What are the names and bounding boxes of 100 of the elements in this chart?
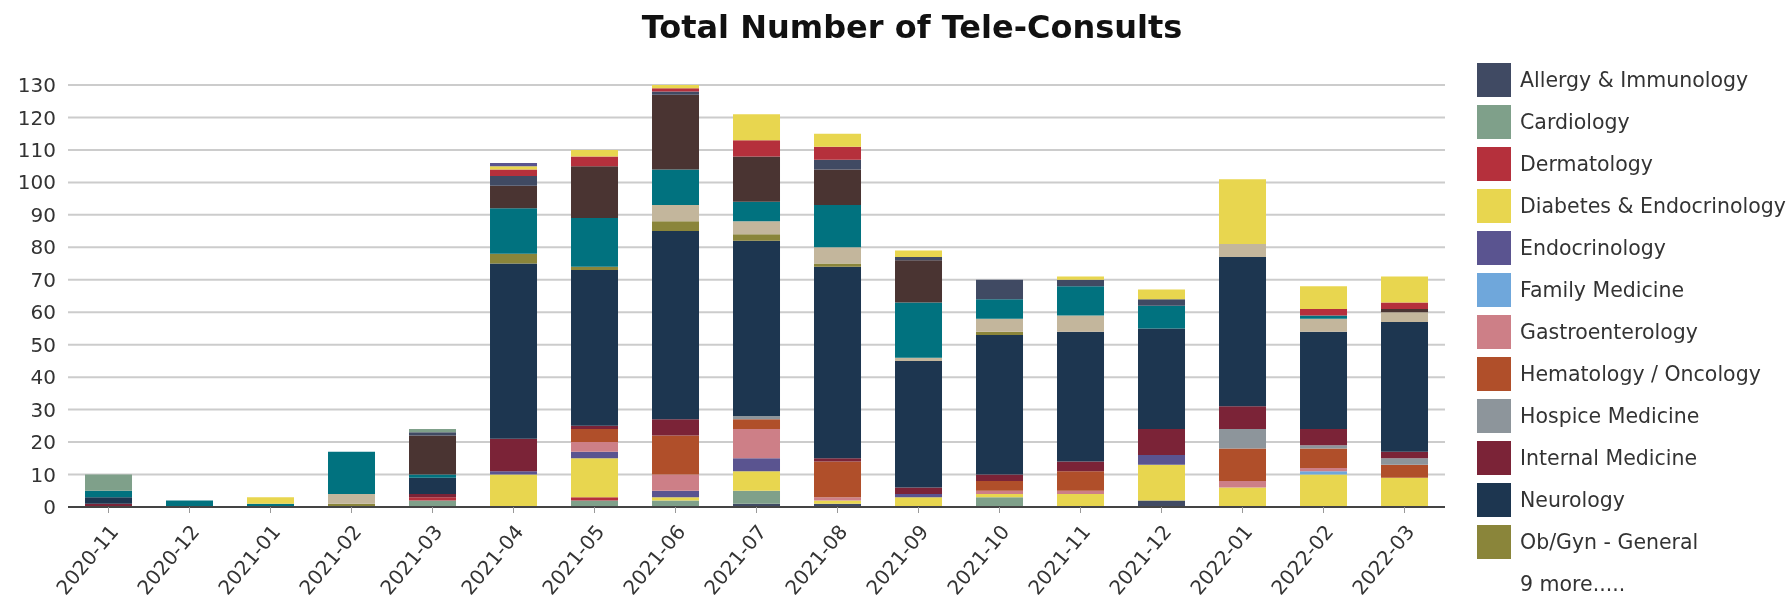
bar bbox=[1138, 455, 1186, 465]
bar bbox=[1300, 315, 1348, 319]
bar bbox=[814, 263, 862, 267]
y-tick-label: 90 bbox=[30, 202, 56, 227]
bar bbox=[1138, 299, 1186, 306]
bar bbox=[409, 477, 457, 495]
bar bbox=[814, 266, 862, 459]
bar bbox=[1057, 494, 1105, 507]
bar bbox=[490, 253, 538, 264]
y-tick-label: 20 bbox=[30, 430, 56, 455]
bar bbox=[895, 302, 943, 358]
bar bbox=[85, 490, 133, 498]
bar bbox=[1300, 318, 1348, 332]
bar bbox=[571, 425, 619, 430]
bar bbox=[814, 159, 862, 170]
bar bbox=[1219, 244, 1267, 258]
legend-label: Gastroenterology bbox=[1520, 320, 1698, 344]
bar bbox=[1300, 448, 1348, 469]
bar bbox=[1300, 331, 1348, 430]
bar bbox=[571, 156, 619, 167]
bar bbox=[1057, 331, 1105, 462]
y-tick-label: 30 bbox=[30, 397, 56, 422]
y-tick-label: 60 bbox=[30, 300, 56, 325]
bar bbox=[733, 429, 781, 459]
bar bbox=[1381, 477, 1429, 507]
bar bbox=[1219, 406, 1267, 430]
legend-label: Allergy & Immunology bbox=[1520, 68, 1749, 92]
bar bbox=[976, 334, 1024, 475]
bar bbox=[1219, 487, 1267, 507]
bar bbox=[490, 166, 538, 170]
bar bbox=[895, 487, 943, 495]
bar bbox=[733, 419, 781, 430]
legend-label: Hematology / Oncology bbox=[1520, 362, 1761, 386]
bar bbox=[1219, 448, 1267, 482]
y-tick-label: 110 bbox=[17, 138, 56, 163]
bar bbox=[1381, 464, 1429, 478]
bar bbox=[571, 166, 619, 219]
bar bbox=[1300, 474, 1348, 507]
bar bbox=[733, 416, 781, 420]
bar bbox=[976, 474, 1024, 482]
bar bbox=[1057, 276, 1105, 280]
bar bbox=[409, 435, 457, 475]
bar bbox=[490, 471, 538, 475]
bar bbox=[1381, 458, 1429, 465]
bar bbox=[1057, 471, 1105, 491]
bar bbox=[571, 149, 619, 157]
bar bbox=[571, 497, 619, 501]
bar bbox=[1138, 305, 1186, 329]
bar bbox=[976, 494, 1024, 498]
bar bbox=[1057, 315, 1105, 332]
bar bbox=[895, 494, 943, 498]
bar bbox=[652, 231, 700, 420]
bar bbox=[1057, 490, 1105, 495]
text: 9 more..... bbox=[1520, 572, 1626, 596]
bar bbox=[814, 461, 862, 498]
bar bbox=[571, 266, 619, 271]
bar bbox=[733, 114, 781, 141]
bar bbox=[976, 331, 1024, 335]
bar bbox=[976, 299, 1024, 319]
bar bbox=[652, 474, 700, 491]
bar bbox=[733, 140, 781, 157]
bar bbox=[652, 205, 700, 222]
bar bbox=[1219, 257, 1267, 407]
bar bbox=[1219, 179, 1267, 245]
bar bbox=[571, 442, 619, 452]
bar bbox=[976, 279, 1024, 300]
bar bbox=[733, 221, 781, 235]
bar bbox=[652, 169, 700, 206]
y-tick-label: 120 bbox=[17, 105, 56, 130]
bar bbox=[814, 205, 862, 248]
bar bbox=[1381, 451, 1429, 459]
bar bbox=[85, 497, 133, 504]
bar bbox=[1138, 328, 1186, 430]
bar bbox=[1057, 461, 1105, 472]
bar bbox=[1057, 286, 1105, 316]
bar bbox=[652, 419, 700, 436]
bar bbox=[814, 247, 862, 264]
legend-label: Endocrinology bbox=[1520, 236, 1666, 260]
bar bbox=[571, 451, 619, 459]
bar bbox=[1381, 302, 1429, 309]
bar bbox=[1057, 279, 1105, 287]
legend-label: Family Medicine bbox=[1520, 278, 1685, 302]
bar bbox=[490, 438, 538, 472]
bar bbox=[733, 471, 781, 491]
bar bbox=[490, 162, 538, 167]
bar bbox=[247, 497, 295, 504]
bar bbox=[1300, 445, 1348, 449]
bar bbox=[571, 218, 619, 267]
bar bbox=[652, 435, 700, 475]
bar bbox=[895, 257, 943, 261]
bar bbox=[1300, 286, 1348, 309]
bar bbox=[895, 260, 943, 303]
bar bbox=[814, 458, 862, 462]
bar bbox=[1219, 429, 1267, 449]
bar bbox=[733, 490, 781, 504]
legend-label: Hospice Medicine bbox=[1520, 404, 1700, 428]
legend-label: Internal Medicine bbox=[1520, 446, 1698, 470]
bar bbox=[733, 458, 781, 472]
y-tick-label: 70 bbox=[30, 267, 56, 292]
bar bbox=[1300, 308, 1348, 316]
